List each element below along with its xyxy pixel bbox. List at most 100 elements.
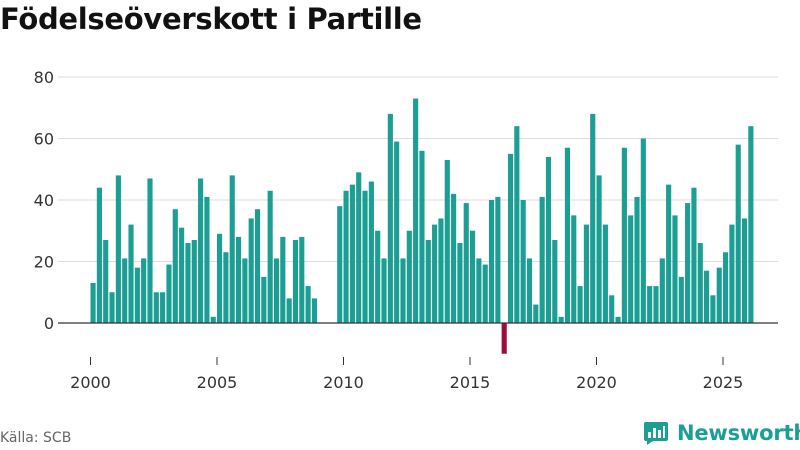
bars: [90, 98, 754, 354]
bar-20: [217, 233, 223, 323]
bar-15: [185, 243, 191, 323]
bar-30: [280, 236, 286, 323]
x-tick-label-2005: 2005: [197, 373, 238, 392]
y-axis-ticks: 0 20 40 60 80: [34, 68, 54, 333]
x-tick-label-2015: 2015: [450, 373, 491, 392]
bar-100: [723, 252, 729, 323]
bar-50: [406, 230, 412, 323]
bar-85: [628, 215, 634, 324]
bar-42: [356, 172, 362, 323]
bar-102: [735, 144, 741, 323]
bar-70: [533, 304, 539, 323]
bar-83: [615, 316, 621, 323]
bar-10: [153, 292, 159, 323]
bar-88: [647, 286, 653, 323]
bar-47: [387, 113, 393, 324]
bar-19: [210, 316, 216, 323]
bar-90: [659, 258, 665, 324]
bar-29: [273, 258, 280, 324]
bar-1: [96, 187, 102, 323]
bar-16: [191, 239, 197, 323]
bar-87: [640, 138, 646, 323]
bar-76: [571, 215, 577, 324]
bar-40: [343, 190, 349, 323]
bar-61: [476, 258, 482, 324]
y-tick-label-40: 40: [34, 191, 54, 210]
bar-34: [305, 286, 311, 323]
bar-95: [691, 187, 697, 323]
bar-80: [596, 175, 602, 323]
bar-72: [545, 156, 552, 323]
bar-69: [526, 258, 533, 324]
bar-8: [141, 258, 147, 324]
chart-title: Födelseöverskott i Partille: [0, 2, 422, 36]
bar-14: [179, 227, 185, 324]
bar-57: [451, 193, 457, 323]
bar-65: [501, 323, 507, 354]
x-tick-label-2025: 2025: [703, 373, 744, 392]
bar-53: [425, 239, 431, 323]
bar-28: [267, 190, 273, 323]
bar-94: [685, 203, 691, 323]
bar-45: [375, 230, 381, 323]
y-tick-label-20: 20: [34, 253, 54, 272]
bar-78: [583, 224, 589, 323]
bar-99: [716, 267, 722, 323]
bar-66: [507, 153, 514, 324]
bar-58: [457, 243, 463, 323]
newsworthy-icon: [644, 422, 668, 445]
bar-24: [242, 258, 248, 324]
bar-7: [134, 267, 140, 323]
bar-33: [299, 236, 305, 323]
bar-18: [204, 196, 210, 324]
bar-103: [741, 218, 748, 323]
bar-13: [172, 209, 178, 323]
bar-43: [362, 190, 368, 323]
bar-46: [381, 258, 387, 324]
y-tick-label-0: 0: [44, 314, 54, 333]
bar-2: [103, 239, 109, 323]
bar-93: [678, 276, 684, 324]
bar-26: [254, 209, 261, 323]
x-axis: 2000 2005 2010 2015 2020 2025: [58, 322, 778, 392]
bar-54: [432, 224, 438, 323]
bar-91: [666, 184, 672, 324]
bar-101: [729, 224, 735, 323]
bar-56: [444, 160, 450, 323]
bar-60: [470, 230, 476, 323]
bar-49: [400, 258, 406, 324]
bar-48: [394, 141, 400, 323]
bar-89: [653, 286, 659, 323]
bar-77: [577, 286, 583, 323]
bar-74: [558, 316, 564, 323]
bar-75: [564, 147, 571, 323]
bar-44: [368, 181, 374, 323]
bar-62: [482, 264, 488, 323]
x-tick-label-2000: 2000: [70, 373, 111, 392]
y-tick-label-80: 80: [34, 68, 54, 87]
bar-27: [261, 276, 267, 324]
bar-79: [590, 113, 596, 324]
bar-5: [122, 258, 128, 324]
bar-31: [286, 298, 292, 323]
bar-23: [235, 236, 242, 323]
bar-6: [128, 224, 134, 323]
bar-52: [419, 150, 425, 323]
bar-67: [514, 126, 520, 323]
bar-92: [672, 215, 678, 324]
brand-name: Newsworthy: [677, 421, 800, 445]
bar-11: [160, 292, 166, 323]
bar-98: [710, 295, 716, 323]
bar-41: [349, 184, 355, 324]
bar-104: [748, 126, 754, 323]
x-tick-label-2020: 2020: [576, 373, 617, 392]
bar-84: [621, 147, 627, 323]
bar-17: [198, 178, 204, 323]
bar-35: [311, 298, 318, 323]
bar-12: [166, 264, 172, 323]
x-tick-label-2010: 2010: [323, 373, 364, 392]
bar-21: [223, 252, 229, 323]
bar-59: [463, 203, 469, 323]
bar-81: [602, 224, 608, 323]
